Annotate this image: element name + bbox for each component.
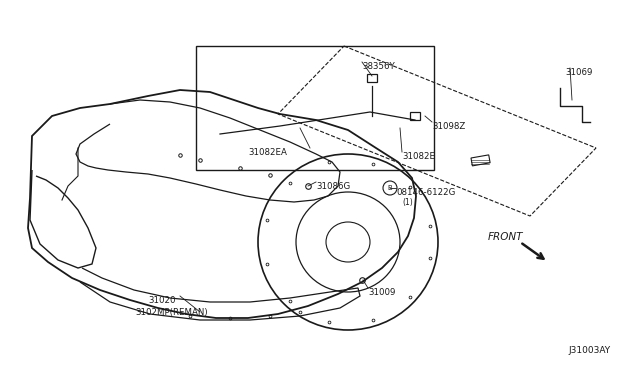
- Text: 31082EA: 31082EA: [248, 148, 287, 157]
- Text: 31086G: 31086G: [316, 182, 350, 191]
- Text: J31003AY: J31003AY: [568, 346, 610, 355]
- Bar: [196, 46, 434, 170]
- Text: 31009: 31009: [368, 288, 396, 297]
- Bar: [410, 112, 420, 120]
- Text: 31082E: 31082E: [402, 152, 435, 161]
- Bar: [471, 155, 490, 166]
- Text: 08146-6122G: 08146-6122G: [396, 188, 456, 197]
- Text: 38356Y: 38356Y: [362, 62, 395, 71]
- Text: (1): (1): [402, 198, 413, 207]
- Bar: [367, 74, 377, 82]
- Text: 3102MP(REMAN): 3102MP(REMAN): [135, 308, 207, 317]
- Text: 31069: 31069: [565, 68, 593, 77]
- Text: B: B: [388, 185, 392, 191]
- Text: FRONT: FRONT: [488, 232, 524, 242]
- Text: 31020: 31020: [148, 296, 175, 305]
- Text: 31098Z: 31098Z: [432, 122, 465, 131]
